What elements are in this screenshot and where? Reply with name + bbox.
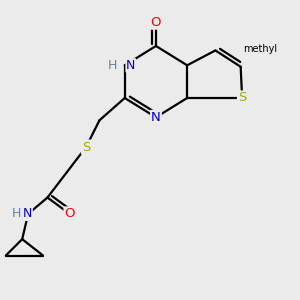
Text: O: O — [64, 207, 75, 220]
Text: S: S — [238, 92, 246, 104]
Text: H: H — [107, 59, 117, 72]
Text: N: N — [23, 207, 32, 220]
Text: H: H — [12, 207, 22, 220]
Text: O: O — [151, 16, 161, 29]
Text: methyl: methyl — [244, 44, 278, 54]
Text: N: N — [151, 111, 161, 124]
Text: S: S — [82, 140, 90, 154]
Text: N: N — [126, 59, 135, 72]
